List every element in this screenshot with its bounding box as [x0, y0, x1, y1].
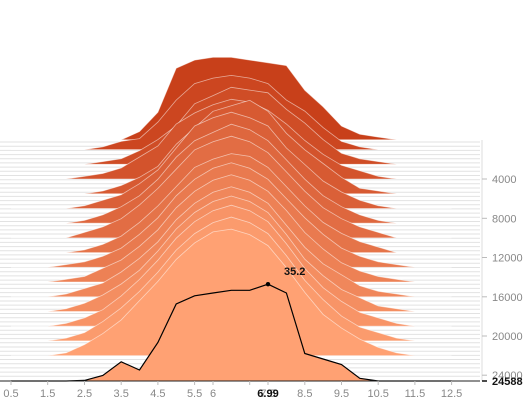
- label-group: 35.2 6.99 24588: [257, 266, 522, 400]
- x-tick-label: 0.5: [3, 388, 18, 400]
- highlight-series-group: [11, 282, 452, 385]
- x-tick-label: 6: [210, 388, 216, 400]
- y-tick-label: 16000: [492, 292, 523, 304]
- peak-x-label: 6.99: [257, 388, 278, 400]
- x-tick-label: 7.5: [260, 388, 275, 400]
- x-tick-label: 3.5: [114, 388, 129, 400]
- x-tick-label: 5.5: [187, 388, 202, 400]
- x-tick-label: 1.5: [40, 388, 55, 400]
- x-tick-label: 4.5: [150, 388, 165, 400]
- highlight-area: [11, 284, 452, 381]
- peak-value-label: 35.2: [284, 266, 305, 278]
- y-axis: 4000 8000 12000 16000 20000 24000: [481, 140, 523, 382]
- y-tick-label: 8000: [492, 213, 516, 225]
- x-tick-label: 8.5: [297, 388, 312, 400]
- y-tick-label: 20000: [492, 331, 523, 343]
- x-tick-label: 9.5: [334, 388, 349, 400]
- x-tick-label: 10.5: [367, 388, 388, 400]
- peak-marker: [265, 282, 271, 287]
- y-tick-label: 12000: [492, 253, 523, 265]
- x-axis: 0.5 1.5 2.5 3.5 4.5 5.5 6 7.5 8.5 9.5 10.5 11.5 12.5: [0, 380, 480, 400]
- x-tick-label: 11.5: [405, 388, 426, 400]
- x-tick-label: 12.5: [441, 388, 462, 400]
- x-tick-label: 2.5: [77, 388, 92, 400]
- y-tick-label: 4000: [492, 174, 516, 186]
- y-tick-label: 24000: [492, 370, 523, 382]
- highlight-series-label: 24588: [492, 376, 523, 388]
